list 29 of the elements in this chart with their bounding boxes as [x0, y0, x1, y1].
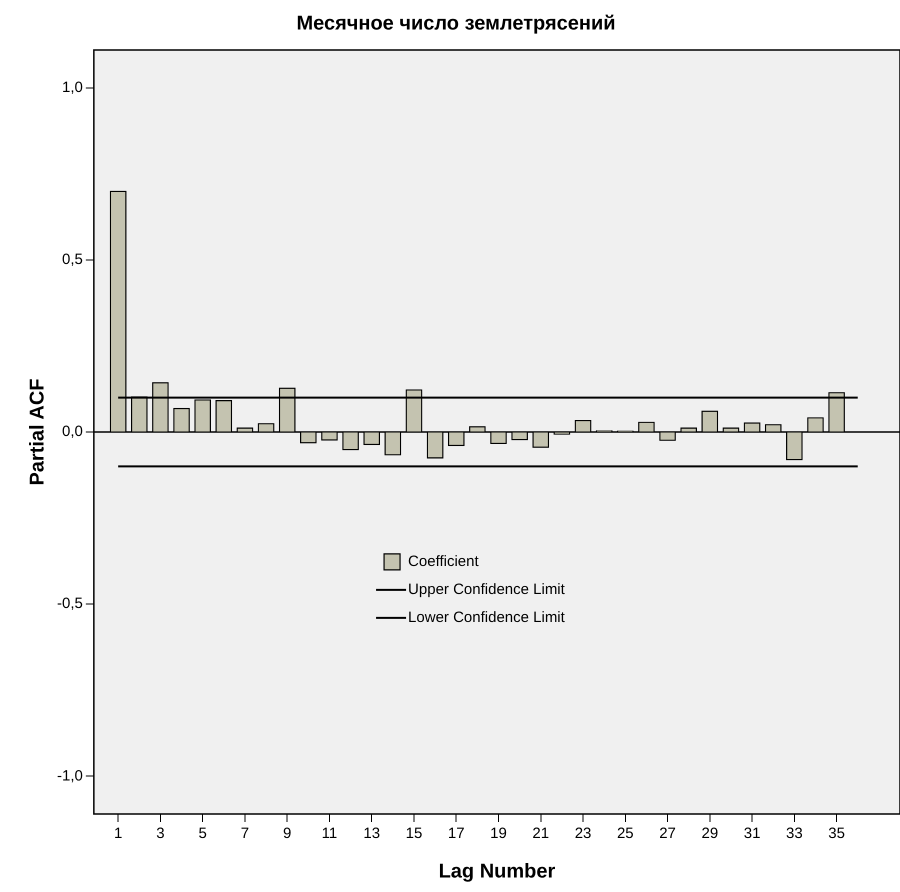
x-tick-label: 27	[659, 825, 676, 842]
y-tick-label: -0,5	[56, 595, 83, 612]
x-tick-label: 25	[616, 825, 634, 842]
y-tick-label: 1,0	[62, 78, 83, 96]
y-axis-title: Partial ACF	[26, 378, 49, 486]
x-axis-title: Lag Number	[438, 860, 556, 883]
chart-title: Месячное число землетрясений	[296, 12, 616, 35]
legend-label: Lower Confidence Limit	[408, 609, 566, 626]
x-tick-label: 21	[532, 825, 550, 842]
x-tick-label: 9	[283, 825, 292, 842]
y-tick-label: -1,0	[56, 767, 83, 784]
x-tick-label: 23	[574, 825, 592, 842]
x-tick-label: 29	[701, 825, 718, 842]
x-tick-label: 19	[490, 825, 507, 842]
x-tick-label: 15	[406, 825, 422, 842]
legend-label: Upper Confidence Limit	[408, 581, 566, 598]
y-tick-label: 0,0	[62, 423, 83, 440]
x-tick-label: 33	[786, 825, 803, 842]
x-tick-label: 35	[828, 825, 845, 842]
x-tick-label: 5	[198, 825, 207, 842]
x-tick-label: 13	[363, 825, 380, 842]
x-tick-label: 17	[448, 825, 465, 842]
y-tick-label: 0,5	[62, 251, 83, 268]
x-tick-label: 7	[240, 825, 250, 842]
x-tick-label: 1	[114, 825, 122, 842]
x-tick-label: 11	[322, 825, 338, 842]
x-tick-label: 3	[156, 825, 165, 842]
legend-label: Coefficient	[408, 553, 480, 570]
x-tick-label: 31	[744, 825, 760, 842]
